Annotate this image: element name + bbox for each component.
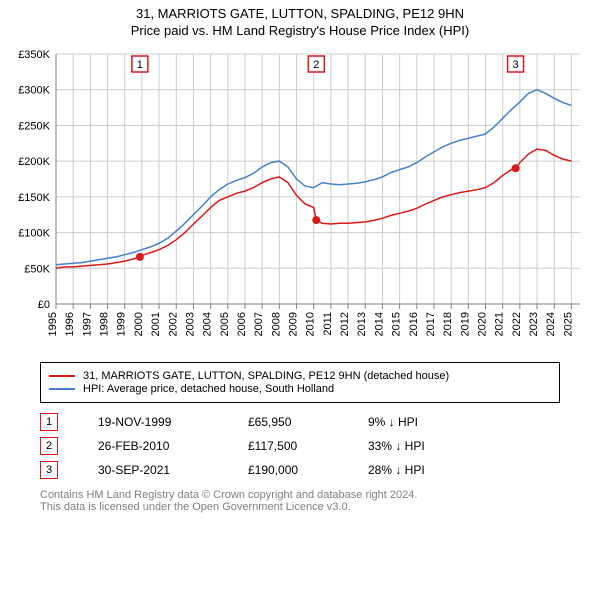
svg-text:2003: 2003 — [184, 312, 196, 336]
chart-legend: 31, MARRIOTS GATE, LUTTON, SPALDING, PE1… — [40, 362, 560, 403]
chart-title: 31, MARRIOTS GATE, LUTTON, SPALDING, PE1… — [0, 6, 600, 21]
svg-text:2018: 2018 — [442, 312, 454, 336]
svg-text:2024: 2024 — [545, 312, 557, 336]
legend-item-property: 31, MARRIOTS GATE, LUTTON, SPALDING, PE1… — [49, 370, 551, 382]
sale-diff: 9% ↓ HPI — [368, 415, 418, 429]
sale-date: 19-NOV-1999 — [98, 415, 208, 429]
svg-text:2012: 2012 — [339, 312, 351, 336]
svg-text:1998: 1998 — [99, 312, 111, 336]
sale-date: 26-FEB-2010 — [98, 439, 208, 453]
svg-text:1: 1 — [137, 59, 143, 71]
footer-line2: This data is licensed under the Open Gov… — [40, 501, 560, 513]
svg-text:2015: 2015 — [391, 312, 403, 336]
svg-text:1999: 1999 — [116, 312, 128, 336]
sale-diff: 33% ↓ HPI — [368, 439, 425, 453]
svg-text:1996: 1996 — [64, 312, 76, 336]
legend-label-hpi: HPI: Average price, detached house, Sout… — [83, 383, 334, 395]
svg-text:2023: 2023 — [528, 312, 540, 336]
svg-text:2025: 2025 — [562, 312, 574, 336]
svg-text:2005: 2005 — [219, 312, 231, 336]
svg-text:2014: 2014 — [373, 312, 385, 336]
svg-text:2022: 2022 — [511, 312, 523, 336]
sale-row-1: 1 19-NOV-1999 £65,950 9% ↓ HPI — [40, 413, 560, 431]
legend-swatch-hpi — [49, 388, 75, 390]
svg-text:2020: 2020 — [477, 312, 489, 336]
svg-text:2006: 2006 — [236, 312, 248, 336]
chart-subtitle: Price paid vs. HM Land Registry's House … — [0, 23, 600, 38]
sale-price: £65,950 — [248, 415, 328, 429]
svg-text:2017: 2017 — [425, 312, 437, 336]
sale-price: £190,000 — [248, 463, 328, 477]
sale-row-3: 3 30-SEP-2021 £190,000 28% ↓ HPI — [40, 461, 560, 479]
legend-label-property: 31, MARRIOTS GATE, LUTTON, SPALDING, PE1… — [83, 370, 449, 382]
sale-marker-box-3: 3 — [40, 461, 58, 479]
svg-text:2009: 2009 — [288, 312, 300, 336]
footer-attribution: Contains HM Land Registry data © Crown c… — [40, 489, 560, 513]
svg-text:£50K: £50K — [24, 263, 50, 275]
svg-text:2019: 2019 — [459, 312, 471, 336]
footer-line1: Contains HM Land Registry data © Crown c… — [40, 489, 560, 501]
sale-price: £117,500 — [248, 439, 328, 453]
legend-swatch-property — [49, 375, 75, 377]
svg-text:£250K: £250K — [18, 120, 50, 132]
sale-diff: 28% ↓ HPI — [368, 463, 425, 477]
legend-item-hpi: HPI: Average price, detached house, Sout… — [49, 383, 551, 395]
svg-text:£150K: £150K — [18, 192, 50, 204]
chart-header: 31, MARRIOTS GATE, LUTTON, SPALDING, PE1… — [0, 0, 600, 42]
svg-text:£200K: £200K — [18, 156, 50, 168]
svg-text:2: 2 — [313, 59, 319, 71]
svg-text:2011: 2011 — [322, 312, 334, 336]
svg-text:£350K: £350K — [18, 49, 50, 61]
svg-text:3: 3 — [513, 59, 519, 71]
sale-marker-box-2: 2 — [40, 437, 58, 455]
chart-area: £0 £50K £100K £150K £200K £250K £300K £350K 1995… — [10, 46, 590, 356]
svg-text:£0: £0 — [38, 299, 50, 311]
svg-text:2010: 2010 — [305, 312, 317, 336]
svg-text:2004: 2004 — [202, 312, 214, 336]
svg-text:2001: 2001 — [150, 312, 162, 336]
svg-text:2021: 2021 — [494, 312, 506, 336]
svg-text:1995: 1995 — [47, 312, 59, 336]
svg-text:2002: 2002 — [167, 312, 179, 336]
price-chart: £0 £50K £100K £150K £200K £250K £300K £350K 1995… — [10, 46, 590, 356]
svg-text:2008: 2008 — [270, 312, 282, 336]
svg-text:2013: 2013 — [356, 312, 368, 336]
svg-text:£100K: £100K — [18, 228, 50, 240]
svg-text:1997: 1997 — [81, 312, 93, 336]
sales-table: 1 19-NOV-1999 £65,950 9% ↓ HPI 2 26-FEB-… — [40, 413, 560, 479]
sale-date: 30-SEP-2021 — [98, 463, 208, 477]
svg-text:£300K: £300K — [18, 85, 50, 97]
svg-text:2016: 2016 — [408, 312, 420, 336]
sale-row-2: 2 26-FEB-2010 £117,500 33% ↓ HPI — [40, 437, 560, 455]
svg-text:2007: 2007 — [253, 312, 265, 336]
sale-marker-box-1: 1 — [40, 413, 58, 431]
svg-text:2000: 2000 — [133, 312, 145, 336]
